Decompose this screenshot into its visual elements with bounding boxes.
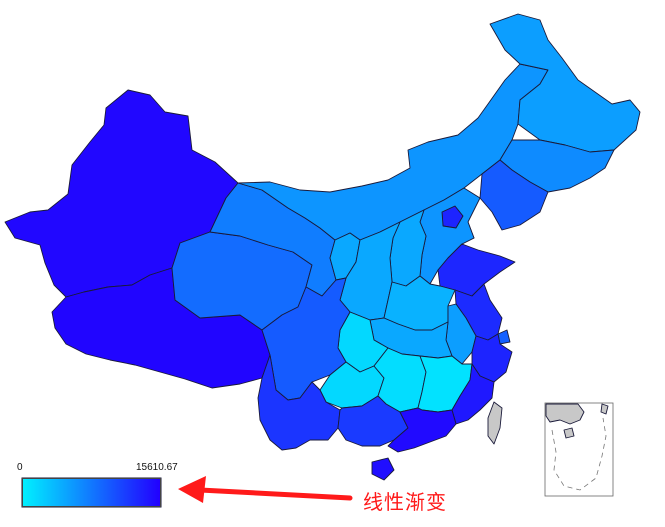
legend-color-bar (22, 478, 161, 507)
inset-landmass (545, 403, 585, 425)
legend-max-label: 15610.67 (136, 462, 178, 473)
province-taiwan[interactable] (487, 401, 503, 445)
province-heilongjiang[interactable] (489, 13, 641, 153)
legend-min-label: 0 (17, 462, 23, 473)
province-fujian[interactable] (451, 363, 495, 425)
province-layer (4, 13, 641, 481)
inset-nine-dash-line (551, 417, 607, 491)
inset-island-taiwan (600, 403, 609, 415)
province-shandong[interactable] (437, 243, 516, 297)
province-hainan[interactable] (371, 457, 395, 481)
province-guangdong[interactable] (387, 407, 457, 453)
province-zhejiang[interactable] (471, 333, 513, 383)
annotation-arrow (178, 476, 353, 503)
annotation-label: 线性渐变 (363, 490, 447, 514)
south-china-sea-inset (544, 402, 614, 497)
inset-island-hainan (563, 427, 575, 439)
province-liaoning[interactable] (479, 159, 549, 231)
